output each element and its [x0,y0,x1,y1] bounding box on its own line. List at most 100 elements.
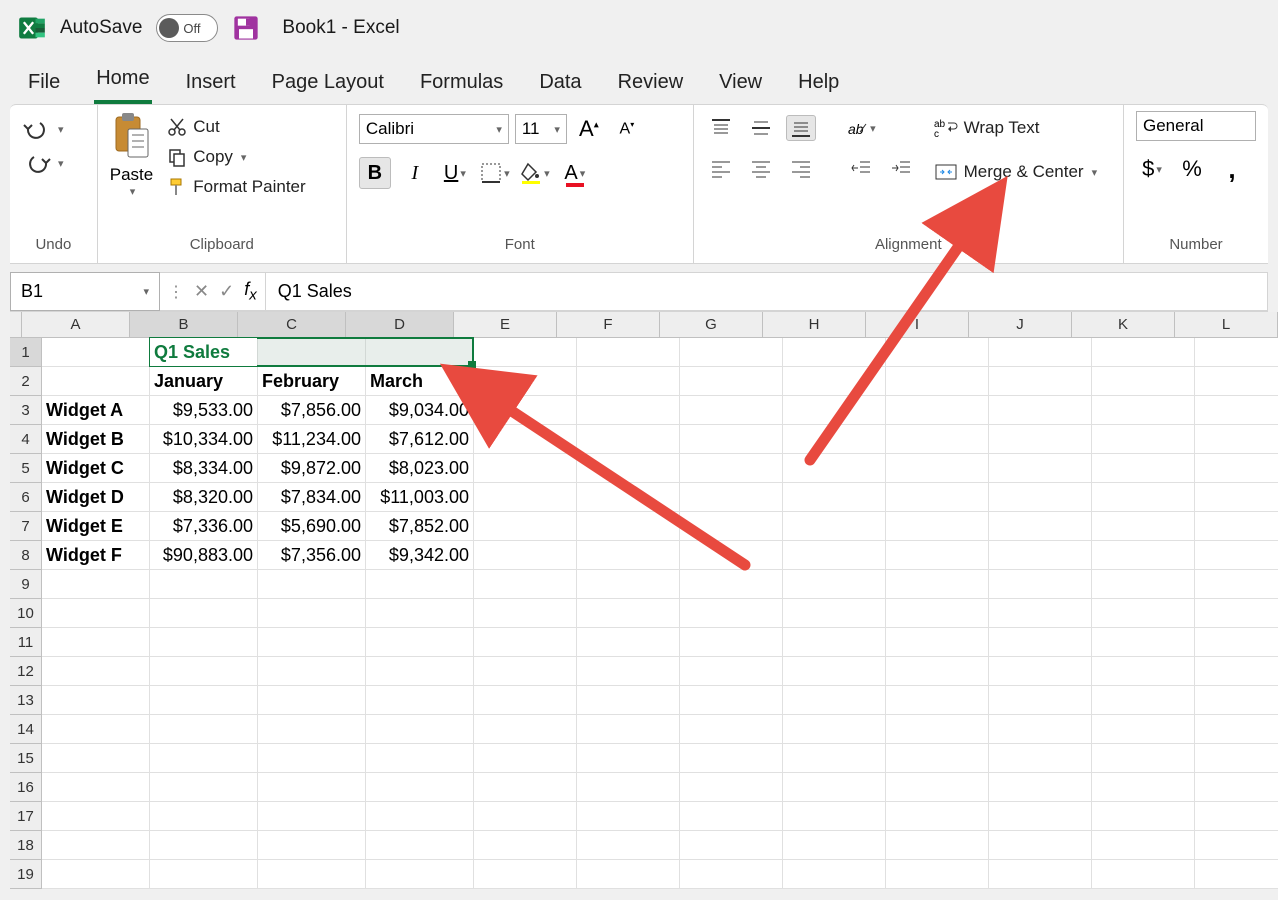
row-header[interactable]: 10 [10,599,42,628]
align-right-button[interactable] [786,155,816,181]
cell[interactable] [680,657,783,686]
cell[interactable] [680,425,783,454]
cell[interactable] [577,628,680,657]
cell[interactable] [366,773,474,802]
align-left-button[interactable] [706,155,736,181]
cell[interactable] [474,715,577,744]
cell[interactable] [1195,599,1278,628]
cell[interactable] [42,860,150,889]
cell[interactable] [150,802,258,831]
cell[interactable] [366,715,474,744]
cell[interactable] [680,802,783,831]
cell[interactable] [989,860,1092,889]
cell[interactable] [1092,773,1195,802]
select-all-corner[interactable] [10,312,22,338]
cell[interactable] [680,570,783,599]
cell[interactable] [1092,744,1195,773]
cell[interactable] [474,425,577,454]
cell[interactable] [1195,773,1278,802]
cell[interactable] [680,541,783,570]
row-header[interactable]: 14 [10,715,42,744]
confirm-icon[interactable]: ✓ [219,281,234,302]
cell[interactable]: March [366,367,474,396]
cell[interactable] [577,570,680,599]
cell[interactable] [577,744,680,773]
row-header[interactable]: 19 [10,860,42,889]
cell[interactable] [366,744,474,773]
cell[interactable] [1092,454,1195,483]
cell[interactable] [886,802,989,831]
cell[interactable] [474,599,577,628]
cell[interactable] [474,483,577,512]
cell[interactable]: Widget C [42,454,150,483]
cell[interactable] [474,541,577,570]
cell[interactable] [783,570,886,599]
cell[interactable]: $9,872.00 [258,454,366,483]
underline-button[interactable]: U▾ [439,157,471,189]
cell[interactable] [42,744,150,773]
row-header[interactable]: 2 [10,367,42,396]
cell[interactable] [886,512,989,541]
cell[interactable] [783,657,886,686]
cell[interactable] [680,483,783,512]
row-header[interactable]: 12 [10,657,42,686]
cell[interactable]: $8,023.00 [366,454,474,483]
row-header[interactable]: 17 [10,802,42,831]
increase-indent-button[interactable] [886,155,916,181]
cell[interactable] [577,367,680,396]
cell[interactable] [680,715,783,744]
cell[interactable] [42,715,150,744]
cell[interactable] [577,831,680,860]
cell[interactable]: $5,690.00 [258,512,366,541]
cell[interactable] [366,686,474,715]
cell[interactable] [680,744,783,773]
cell[interactable] [1092,338,1195,367]
column-header[interactable]: D [346,312,454,338]
redo-button[interactable]: ▾ [22,151,64,175]
cell[interactable] [783,396,886,425]
cell[interactable] [366,599,474,628]
cell[interactable] [150,686,258,715]
cell[interactable] [150,773,258,802]
save-icon[interactable] [232,14,260,42]
cell[interactable]: $11,003.00 [366,483,474,512]
cell[interactable]: $8,320.00 [150,483,258,512]
cell[interactable] [258,831,366,860]
cell[interactable] [680,599,783,628]
align-bottom-button[interactable] [786,115,816,141]
column-header[interactable]: E [454,312,557,338]
cell[interactable] [366,628,474,657]
cell[interactable]: $7,356.00 [258,541,366,570]
cell[interactable] [42,367,150,396]
row-header[interactable]: 3 [10,396,42,425]
cell[interactable] [258,802,366,831]
cell[interactable] [42,338,150,367]
cell[interactable] [886,338,989,367]
cell[interactable] [474,396,577,425]
cell[interactable] [577,599,680,628]
cell[interactable] [989,802,1092,831]
cell[interactable] [474,367,577,396]
cell[interactable] [150,744,258,773]
cell[interactable] [1195,512,1278,541]
cell[interactable] [1092,541,1195,570]
cell[interactable] [680,628,783,657]
cell[interactable] [42,570,150,599]
cell[interactable] [886,744,989,773]
cell[interactable] [1092,483,1195,512]
align-center-button[interactable] [746,155,776,181]
cell[interactable] [1092,367,1195,396]
cell[interactable] [1195,657,1278,686]
cell[interactable] [989,657,1092,686]
cell[interactable] [577,338,680,367]
cell[interactable] [783,773,886,802]
cut-button[interactable]: Cut [163,115,309,139]
cell[interactable]: Widget D [42,483,150,512]
cell[interactable] [474,454,577,483]
cell[interactable] [1092,599,1195,628]
tab-file[interactable]: File [26,65,62,104]
tab-insert[interactable]: Insert [184,65,238,104]
tab-review[interactable]: Review [616,65,686,104]
cell[interactable] [258,686,366,715]
cell[interactable] [577,802,680,831]
